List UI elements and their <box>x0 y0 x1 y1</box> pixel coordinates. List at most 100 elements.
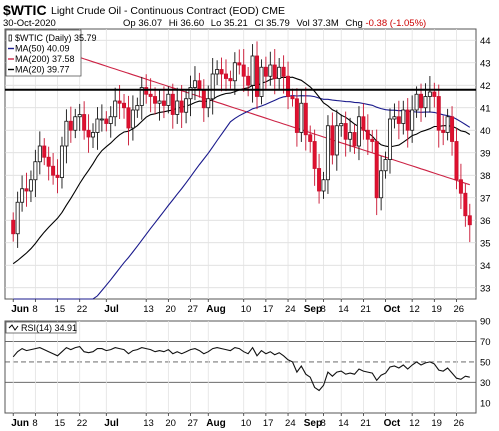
x-tick-label: 13 <box>143 418 154 429</box>
candle-body <box>401 109 406 124</box>
x-tick-label: 8 <box>321 304 326 315</box>
x-tick-label: Sep <box>304 304 322 315</box>
candle-body <box>166 93 171 106</box>
candle-body <box>223 73 228 79</box>
candle-body <box>259 66 264 97</box>
y-tick-label: 33 <box>480 283 491 294</box>
candle-body <box>73 116 78 131</box>
candle-body <box>206 98 211 109</box>
candle-body <box>317 168 322 192</box>
candle-body <box>215 69 220 75</box>
candle-body <box>82 114 87 131</box>
candle-body <box>122 102 127 109</box>
x-tick-label: 14 <box>338 418 349 429</box>
ma50-path <box>13 95 471 300</box>
y-tick-label: 36 <box>480 216 491 227</box>
candle-body <box>330 125 335 156</box>
x-tick-label: 14 <box>338 304 349 315</box>
candle-body <box>95 118 100 133</box>
rsi-line <box>12 345 470 392</box>
rsi-y-tick-label: 50 <box>480 357 491 368</box>
candle-body <box>255 55 260 97</box>
x-tick-label: 24 <box>285 304 296 315</box>
candle-body <box>356 116 361 147</box>
candle-body <box>290 96 295 100</box>
candle-body <box>15 201 20 235</box>
candle-body <box>299 102 304 133</box>
candle-body <box>427 91 432 97</box>
candle-body <box>20 188 25 203</box>
candle-body <box>59 145 64 178</box>
price-y-axis: 33 34 35 36 37 38 39 40 41 42 43 44 <box>480 36 491 295</box>
x-tick-label: 17 <box>263 418 274 429</box>
x-tick-label: 10 <box>241 418 252 429</box>
x-tick-label: 8 <box>32 304 37 315</box>
candle-body <box>157 100 162 104</box>
candle-body <box>153 96 158 104</box>
candle-body <box>445 116 450 133</box>
candle-body <box>228 78 233 82</box>
rsi-legend-label: RSI(14) 34.91 <box>21 323 77 333</box>
candle-body <box>286 75 291 97</box>
y-tick-label: 40 <box>480 126 491 137</box>
candle-body <box>11 219 16 235</box>
candle-body <box>454 141 459 181</box>
candle-body <box>237 62 242 66</box>
candle-body <box>175 100 180 115</box>
x-tick-label: 27 <box>188 304 199 315</box>
candle-body <box>432 91 437 97</box>
candle-body <box>334 125 339 156</box>
candle-body <box>46 156 51 167</box>
candle-body <box>339 123 344 127</box>
rsi-y-tick-label: 90 <box>480 317 491 328</box>
candle-body <box>210 73 215 100</box>
candle-body <box>348 132 353 140</box>
candle-body <box>108 116 113 124</box>
x-tick-label: 12 <box>409 418 420 429</box>
rsi-y-tick-label: 10 <box>480 398 491 409</box>
candle-body <box>365 129 370 140</box>
candle-body <box>246 75 251 86</box>
candle-body <box>117 100 122 104</box>
candle-body <box>135 105 140 111</box>
candle-body <box>374 141 379 199</box>
x-tick-label: Aug <box>206 418 225 429</box>
y-tick-label: 44 <box>480 36 491 47</box>
y-tick-label: 35 <box>480 238 491 249</box>
y-tick-label: 43 <box>480 58 491 69</box>
candle-body <box>361 116 366 131</box>
y-tick-label: 42 <box>480 81 491 92</box>
ma200-path <box>13 35 470 186</box>
candle-body <box>24 188 29 192</box>
legend-label: MA(50) 40.09 <box>15 44 70 54</box>
candle-body <box>201 89 206 109</box>
candle-body <box>268 64 273 77</box>
candle-body <box>113 100 118 118</box>
x-tick-label: 19 <box>431 304 442 315</box>
x-tick-label: 10 <box>241 304 252 315</box>
candle-body <box>458 179 463 194</box>
legend-label: $WTIC (Daily) 35.79 <box>15 33 97 43</box>
x-tick-label: Sep <box>304 418 322 429</box>
candle-body <box>86 129 91 138</box>
x-tick-label: Oct <box>384 304 401 315</box>
x-tick-label: 8 <box>321 418 326 429</box>
candle-body <box>126 107 131 129</box>
candle-body <box>272 64 277 79</box>
candle-body <box>28 179 33 192</box>
x-tick-label: 20 <box>165 304 176 315</box>
x-tick-label: 13 <box>143 304 154 315</box>
legend-candle-icon <box>8 34 12 42</box>
candle-body <box>277 66 282 79</box>
x-tick-label: Jun <box>11 304 29 315</box>
candle-body <box>263 66 268 77</box>
ma200-line <box>13 35 470 186</box>
candle-body <box>303 102 308 136</box>
candle-body <box>179 100 184 113</box>
candle-body <box>419 93 424 109</box>
candle-body <box>405 109 410 131</box>
rsi-y-tick-label: 70 <box>480 337 491 348</box>
candle-body <box>312 141 317 169</box>
